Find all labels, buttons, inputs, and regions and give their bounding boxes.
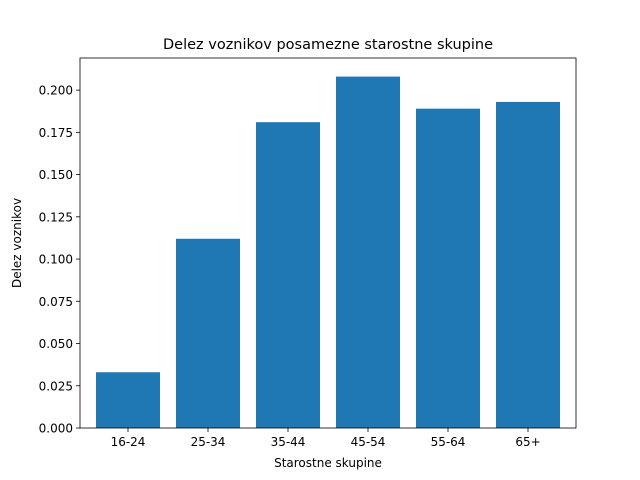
bar-55-64 [416, 108, 480, 428]
chart-title: Delez voznikov posamezne starostne skupi… [163, 37, 493, 53]
y-axis-label: Delez voznikov [10, 198, 24, 288]
y-tick-label: 0.000 [39, 422, 73, 436]
y-tick-label: 0.050 [39, 337, 73, 351]
bar-65+ [496, 101, 560, 428]
bar-35-44 [256, 122, 320, 428]
y-tick-label: 0.025 [39, 379, 73, 393]
bar-45-54 [336, 76, 400, 428]
plot-frame [79, 57, 577, 429]
x-tick-label: 35-44 [271, 435, 306, 449]
x-tick-label: 16-24 [111, 435, 146, 449]
y-tick-label: 0.175 [39, 126, 73, 140]
y-tick-label: 0.150 [39, 168, 73, 182]
bar-25-34 [176, 238, 240, 428]
y-tick-label: 0.200 [39, 84, 73, 98]
plot-area: 16-24 25-34 35-44 45-54 55-64 65+ 0.000 0.025 0.… [39, 57, 577, 449]
x-tick-label: 25-34 [191, 435, 226, 449]
y-tick-label: 0.100 [39, 253, 73, 267]
x-tick-label: 65+ [515, 435, 540, 449]
y-tick-label: 0.075 [39, 295, 73, 309]
bar-16-24 [96, 372, 160, 428]
x-tick-label: 55-64 [431, 435, 466, 449]
x-axis-label: Starostne skupine [274, 456, 382, 470]
y-tick-label: 0.125 [39, 210, 73, 224]
x-tick-label: 45-54 [351, 435, 386, 449]
